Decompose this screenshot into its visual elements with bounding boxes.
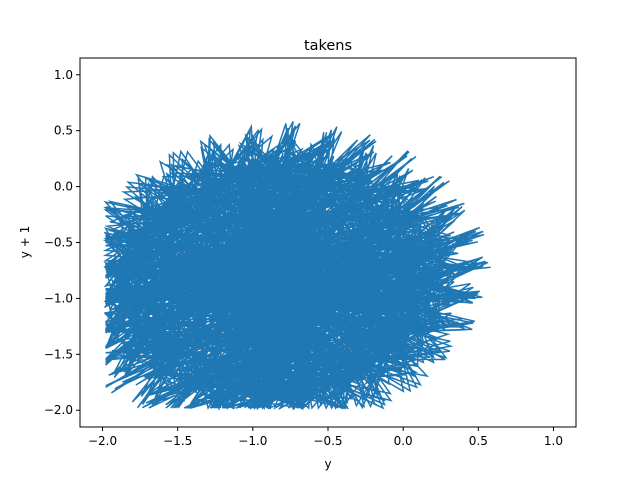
chart-title: takens [304, 38, 352, 54]
x-axis-label: y [324, 457, 331, 471]
series-line [102, 121, 491, 411]
x-tick-label: −1.0 [238, 434, 267, 448]
y-tick-label: 1.0 [54, 68, 73, 82]
y-tick-label: −0.5 [44, 236, 73, 250]
y-axis-ticks: −2.0 −1.5 −1.0 −0.5 0.0 0.5 1.0 [44, 68, 80, 417]
x-tick-label: 0.5 [469, 434, 488, 448]
y-axis-label: y + 1 [18, 226, 32, 258]
y-tick-label: −1.0 [44, 291, 73, 305]
y-tick-label: −2.0 [44, 403, 73, 417]
x-tick-label: 0.0 [394, 434, 413, 448]
y-tick-label: 0.0 [54, 180, 73, 194]
x-tick-label: −1.5 [163, 434, 192, 448]
x-tick-label: −0.5 [313, 434, 342, 448]
x-tick-label: −2.0 [88, 434, 117, 448]
plot-area [102, 121, 491, 411]
y-tick-label: −1.5 [44, 347, 73, 361]
y-tick-label: 0.5 [54, 124, 73, 138]
x-tick-label: 1.0 [544, 434, 563, 448]
x-axis-ticks: −2.0 −1.5 −1.0 −0.5 0.0 0.5 1.0 [88, 427, 563, 448]
